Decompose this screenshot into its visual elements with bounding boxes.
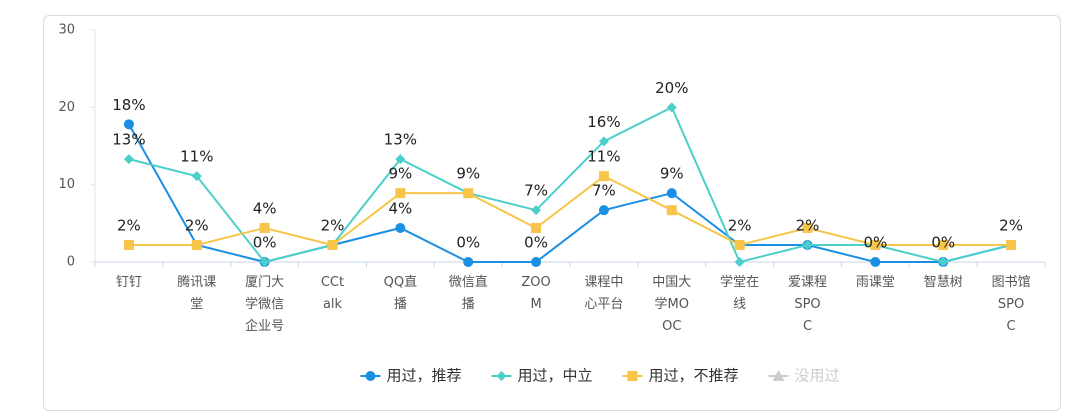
- y-tick-label: 20: [58, 100, 75, 115]
- point: [259, 222, 270, 233]
- point: [870, 239, 881, 250]
- x-tick-label: 腾讯课堂: [177, 274, 216, 312]
- data-label: 2%: [185, 216, 209, 234]
- x-tick-label: QQ直播: [384, 275, 417, 312]
- data-label: 9%: [388, 165, 412, 183]
- x-tick-label: 图书馆 SPO C: [992, 275, 1031, 334]
- point: [496, 371, 507, 381]
- data-label: 11%: [587, 148, 620, 166]
- point: [531, 222, 542, 233]
- data-label: 11%: [180, 148, 213, 166]
- legend-item[interactable]: 用过，推荐: [360, 367, 461, 385]
- legend-item[interactable]: 用过，中立: [491, 367, 593, 385]
- legend-label: 用过，不推荐: [649, 367, 739, 385]
- data-label: 2%: [796, 216, 820, 234]
- legend-item[interactable]: 用过，不推荐: [622, 367, 739, 385]
- point: [598, 136, 609, 147]
- x-tick-label: 厦门大学微信企业号: [245, 275, 284, 334]
- point: [123, 239, 134, 250]
- point: [463, 188, 474, 199]
- point: [395, 222, 406, 233]
- point: [395, 154, 406, 165]
- y-tick-label: 30: [58, 23, 75, 38]
- point: [395, 188, 406, 199]
- legend-item[interactable]: 没用过: [768, 367, 840, 385]
- point: [666, 188, 677, 199]
- point: [627, 371, 638, 381]
- data-label: 2%: [728, 216, 752, 234]
- data-label: 0%: [863, 234, 887, 252]
- point: [802, 222, 813, 233]
- data-label: 0%: [931, 234, 955, 252]
- x-tick-label: ZOO M: [521, 275, 550, 312]
- data-label: 0%: [253, 234, 277, 252]
- point: [666, 102, 677, 113]
- data-label: 9%: [660, 165, 684, 183]
- data-label: 13%: [112, 131, 145, 149]
- point: [1006, 239, 1017, 250]
- data-label: 2%: [321, 216, 345, 234]
- series-line: [128, 174, 1012, 247]
- y-tick-label: 10: [58, 177, 75, 192]
- point: [666, 205, 677, 216]
- data-label: 7%: [524, 182, 548, 200]
- data-label: 20%: [655, 79, 688, 97]
- point: [598, 205, 609, 216]
- x-tick-label: 微信直播: [449, 275, 488, 312]
- x-tick-label: 课程中心平台: [584, 275, 623, 312]
- x-tick-label: 学堂在线: [720, 274, 759, 312]
- point: [598, 171, 609, 182]
- data-label: 0%: [456, 234, 480, 252]
- data-label: 18%: [112, 96, 145, 114]
- x-tick-label: 中国大学MO OC: [652, 275, 691, 334]
- point: [123, 119, 134, 130]
- x-tick-label: 智慧树: [924, 274, 963, 290]
- y-tick-label: 0: [67, 255, 75, 270]
- data-label: 2%: [117, 216, 141, 234]
- data-label: 4%: [253, 199, 277, 217]
- point: [938, 239, 949, 250]
- data-label: 13%: [384, 131, 417, 149]
- x-tick-label: CCt alk: [321, 275, 344, 312]
- point: [191, 171, 202, 182]
- data-label: 7%: [592, 182, 616, 200]
- data-label: 0%: [524, 234, 548, 252]
- point: [365, 371, 376, 381]
- point: [191, 239, 202, 250]
- x-tick-label: 钉钉: [116, 275, 142, 290]
- chart-card: [43, 15, 1061, 411]
- series-line: [128, 105, 1012, 264]
- legend-label: 没用过: [795, 367, 840, 385]
- legend-label: 用过，推荐: [386, 367, 461, 385]
- point: [734, 257, 745, 267]
- point: [123, 154, 134, 165]
- point: [463, 257, 474, 267]
- point: [870, 257, 881, 267]
- point: [734, 239, 745, 250]
- x-tick-label: 雨课堂: [856, 275, 895, 290]
- data-label: 2%: [999, 216, 1023, 234]
- point: [259, 257, 270, 267]
- x-tick-label: 爱课程 SPO C: [788, 275, 827, 334]
- point: [938, 257, 949, 267]
- point: [531, 205, 542, 216]
- data-label: 9%: [456, 165, 480, 183]
- point: [531, 257, 542, 267]
- legend-label: 用过，中立: [517, 367, 592, 385]
- point: [327, 239, 338, 250]
- point: [772, 370, 785, 381]
- data-label: 4%: [388, 199, 412, 217]
- data-label: 16%: [587, 113, 620, 131]
- point: [802, 239, 813, 250]
